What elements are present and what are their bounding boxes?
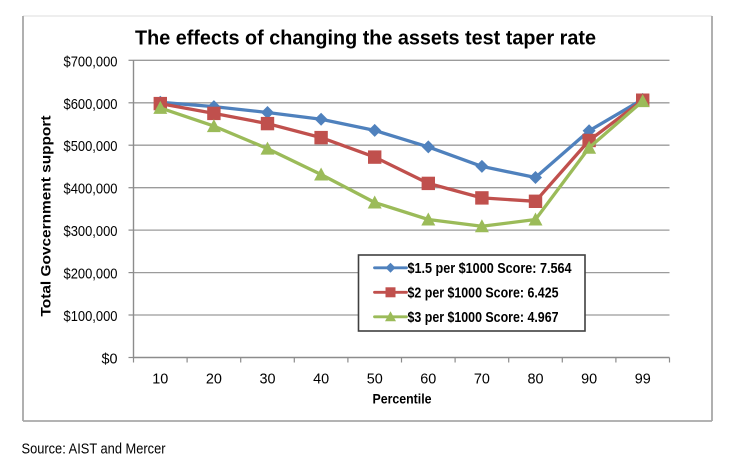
svg-text:$400,000: $400,000 — [64, 182, 118, 198]
svg-text:60: 60 — [420, 372, 436, 388]
svg-text:$2 per $1000 Score: 6.425: $2 per $1000 Score: 6.425 — [408, 285, 559, 301]
svg-text:The effects of changing the as: The effects of changing the assets test … — [135, 27, 596, 50]
svg-text:Percentile: Percentile — [373, 391, 432, 407]
svg-text:30: 30 — [259, 372, 275, 388]
svg-text:$600,000: $600,000 — [64, 97, 118, 113]
svg-text:$1.5 per $1000 Score: 7.564: $1.5 per $1000 Score: 7.564 — [408, 261, 572, 277]
svg-text:$200,000: $200,000 — [64, 267, 118, 283]
svg-text:90: 90 — [581, 372, 597, 388]
svg-text:70: 70 — [474, 372, 490, 388]
svg-text:$0: $0 — [101, 352, 117, 368]
svg-text:10: 10 — [152, 372, 168, 388]
svg-text:20: 20 — [206, 372, 222, 388]
svg-text:40: 40 — [313, 372, 329, 388]
svg-text:$500,000: $500,000 — [64, 139, 118, 155]
svg-text:50: 50 — [367, 372, 383, 388]
svg-text:$300,000: $300,000 — [64, 224, 118, 240]
svg-text:$100,000: $100,000 — [64, 309, 118, 325]
svg-text:$700,000: $700,000 — [64, 54, 118, 70]
svg-text:Total Govcernment support: Total Govcernment support — [38, 115, 54, 316]
svg-text:Source: AIST and Mercer: Source: AIST and Mercer — [22, 442, 166, 458]
svg-text:$3 per $1000 Score: 4.967: $3 per $1000 Score: 4.967 — [408, 310, 559, 326]
svg-text:99: 99 — [635, 372, 651, 388]
svg-text:80: 80 — [527, 372, 543, 388]
